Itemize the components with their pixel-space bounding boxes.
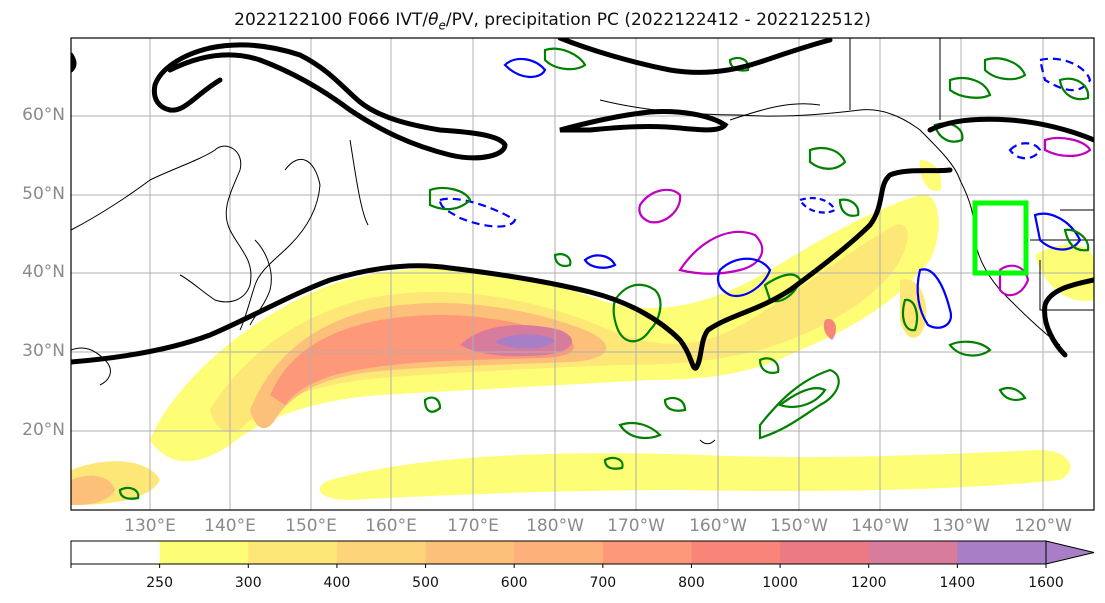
latitude-label: 40°N xyxy=(22,262,65,282)
colorbar-tick-label: 600 xyxy=(500,575,528,591)
colorbar-segment xyxy=(602,541,692,564)
theta-e-contours xyxy=(118,47,1090,500)
precip-pc-contours xyxy=(438,57,1092,329)
longitude-label: 160°E xyxy=(365,516,417,536)
colorbar-segment xyxy=(691,541,781,564)
colorbar-segment xyxy=(425,541,515,564)
latitude-label: 60°N xyxy=(22,105,65,125)
colorbar-segment xyxy=(514,541,604,564)
colorbar-tick-label: 400 xyxy=(323,575,351,591)
longitude-label: 120°W xyxy=(1014,516,1072,536)
longitude-label: 180°W xyxy=(526,516,584,536)
colorbar-tick-label: 1600 xyxy=(1028,575,1064,591)
highlight-box xyxy=(972,200,1029,276)
colorbar-tick-label: 1000 xyxy=(762,575,798,591)
longitude-label: 170°W xyxy=(607,516,665,536)
latitude-label: 30°N xyxy=(22,341,65,361)
longitude-label: 130°E xyxy=(124,516,176,536)
latitude-label: 20°N xyxy=(22,420,65,440)
longitude-label: 150°W xyxy=(770,516,828,536)
colorbar-segment xyxy=(780,541,870,564)
colorbar-outline xyxy=(70,540,1047,565)
longitude-label: 160°W xyxy=(689,516,747,536)
ivt-shading xyxy=(71,160,1094,505)
colorbar-tick-label: 800 xyxy=(678,575,705,591)
longitude-label: 170°E xyxy=(447,516,499,536)
longitude-label: 140°W xyxy=(851,516,909,536)
colorbar-segment xyxy=(71,541,161,564)
latitude-label: 50°N xyxy=(22,184,65,204)
colorbar-segment xyxy=(336,541,427,564)
map-title: 2022122100 F066 IVT/θe/PV, precipitation… xyxy=(234,10,871,33)
longitude-label: 130°W xyxy=(932,516,990,536)
colorbar-tick-label: 1200 xyxy=(850,575,887,591)
pv-contours xyxy=(71,38,1094,371)
colorbar-segment xyxy=(248,541,338,564)
colorbar-segment xyxy=(957,541,1047,564)
colorbar-tick-label: 250 xyxy=(146,575,173,591)
colorbar-tick-label: 700 xyxy=(589,575,617,591)
colorbar-segment xyxy=(159,541,249,564)
colorbar-extend-arrow xyxy=(1045,540,1095,565)
colorbar-tick-label: 300 xyxy=(234,575,262,591)
colorbar-segment xyxy=(868,541,958,564)
longitude-label: 150°E xyxy=(285,516,337,536)
colorbar-tick-label: 1400 xyxy=(939,575,976,591)
colorbar-tick-label: 500 xyxy=(412,575,439,591)
graticule xyxy=(71,38,1094,510)
longitude-label: 140°E xyxy=(204,516,256,536)
